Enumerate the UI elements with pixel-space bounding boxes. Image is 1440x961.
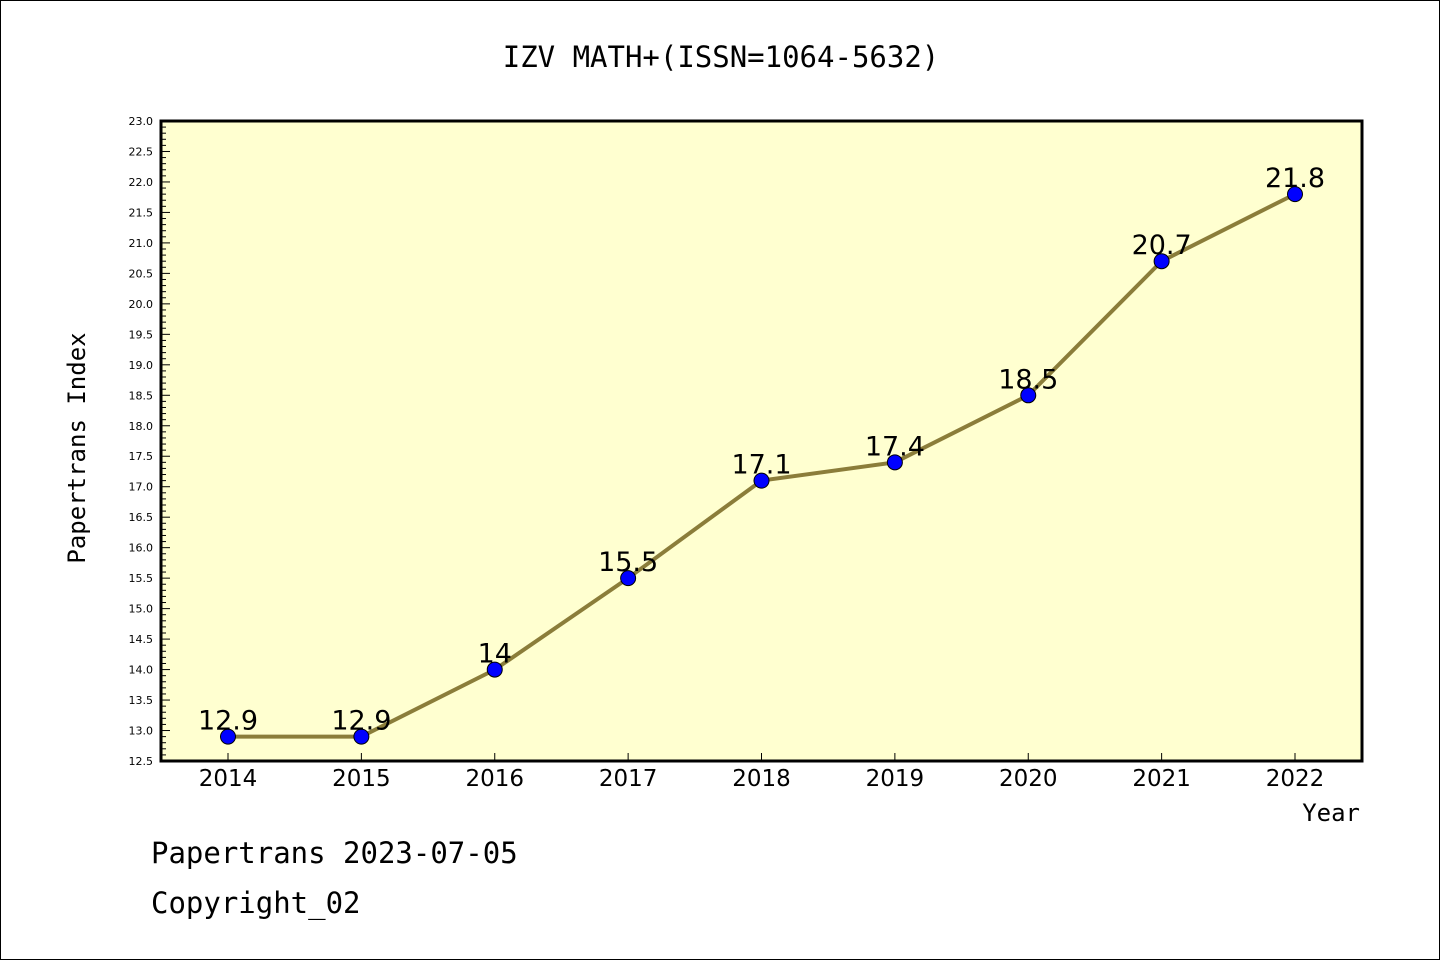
data-label: 20.7 — [1132, 230, 1192, 261]
y-tick-label: 18.5 — [129, 389, 154, 402]
y-tick-label: 15.5 — [129, 572, 154, 585]
chart-title: IZV MATH+(ISSN=1064-5632) — [503, 40, 940, 74]
x-tick-label: 2017 — [599, 766, 658, 792]
data-label: 12.9 — [331, 706, 391, 737]
data-point-marker — [1153, 253, 1170, 270]
y-tick-label: 22.0 — [129, 176, 154, 189]
data-point-marker — [620, 570, 637, 587]
y-tick-label: 20.0 — [129, 298, 154, 311]
y-tick-label: 19.5 — [129, 328, 154, 341]
y-tick-label: 17.0 — [129, 481, 154, 494]
y-tick-label: 22.5 — [129, 145, 154, 158]
data-point-marker — [886, 454, 903, 471]
y-tick-label: 20.5 — [129, 267, 154, 280]
y-tick-label: 18.0 — [129, 420, 154, 433]
y-tick-label: 19.0 — [129, 359, 154, 372]
footer-copyright: Copyright_02 — [151, 886, 361, 920]
y-axis-ticks: 12.5 13.0 13.5 14.0 14.5 15.0 15.5 16.0 16.5 17.0… — [129, 115, 170, 768]
y-tick-label: 17.5 — [129, 450, 154, 463]
series-markers — [220, 186, 1303, 745]
x-tick-label: 2015 — [332, 766, 391, 792]
data-point-marker — [753, 472, 770, 489]
y-axis-label: Papertrans Index — [63, 332, 91, 563]
x-tick-label: 2016 — [465, 766, 524, 792]
x-tick-label: 2020 — [999, 766, 1058, 792]
y-tick-label: 23.0 — [129, 115, 154, 128]
x-tick-label: 2018 — [732, 766, 791, 792]
y-tick-label: 13.0 — [129, 725, 154, 738]
x-tick-label: 2019 — [866, 766, 925, 792]
footer-date: Papertrans 2023-07-05 — [151, 836, 518, 870]
data-labels: 12.9 12.9 14 15.5 17.1 17.4 18.5 20.7 21.8 — [198, 163, 1325, 736]
plot-area — [161, 121, 1362, 761]
data-label: 15.5 — [598, 547, 658, 578]
y-tick-label: 12.5 — [129, 755, 154, 768]
x-axis-ticks: 2014 2015 2016 2017 2018 2019 2020 2021 2022 — [199, 753, 1325, 792]
y-tick-label: 15.0 — [129, 603, 154, 616]
y-tick-label: 14.0 — [129, 664, 154, 677]
y-tick-label: 13.5 — [129, 694, 154, 707]
data-point-marker — [1020, 387, 1037, 404]
data-label: 17.1 — [731, 450, 791, 481]
y-tick-label: 14.5 — [129, 633, 154, 646]
data-point-marker — [486, 661, 503, 678]
data-label: 18.5 — [998, 364, 1058, 395]
data-label: 17.4 — [865, 431, 925, 462]
x-axis-label: Year — [1302, 799, 1360, 827]
y-tick-label: 16.5 — [129, 511, 154, 524]
x-tick-label: 2021 — [1132, 766, 1191, 792]
y-tick-label: 21.5 — [129, 206, 154, 219]
data-point-marker — [353, 728, 370, 745]
data-point-marker — [220, 728, 236, 745]
data-label: 21.8 — [1265, 163, 1325, 194]
x-tick-label: 2014 — [199, 766, 258, 792]
data-point-marker — [1287, 186, 1303, 203]
data-label: 14 — [478, 639, 512, 670]
y-tick-label: 16.0 — [129, 542, 154, 555]
y-tick-label: 21.0 — [129, 237, 154, 250]
data-label: 12.9 — [198, 706, 258, 737]
plot-frame — [159, 119, 1364, 763]
x-tick-label: 2022 — [1266, 766, 1325, 792]
